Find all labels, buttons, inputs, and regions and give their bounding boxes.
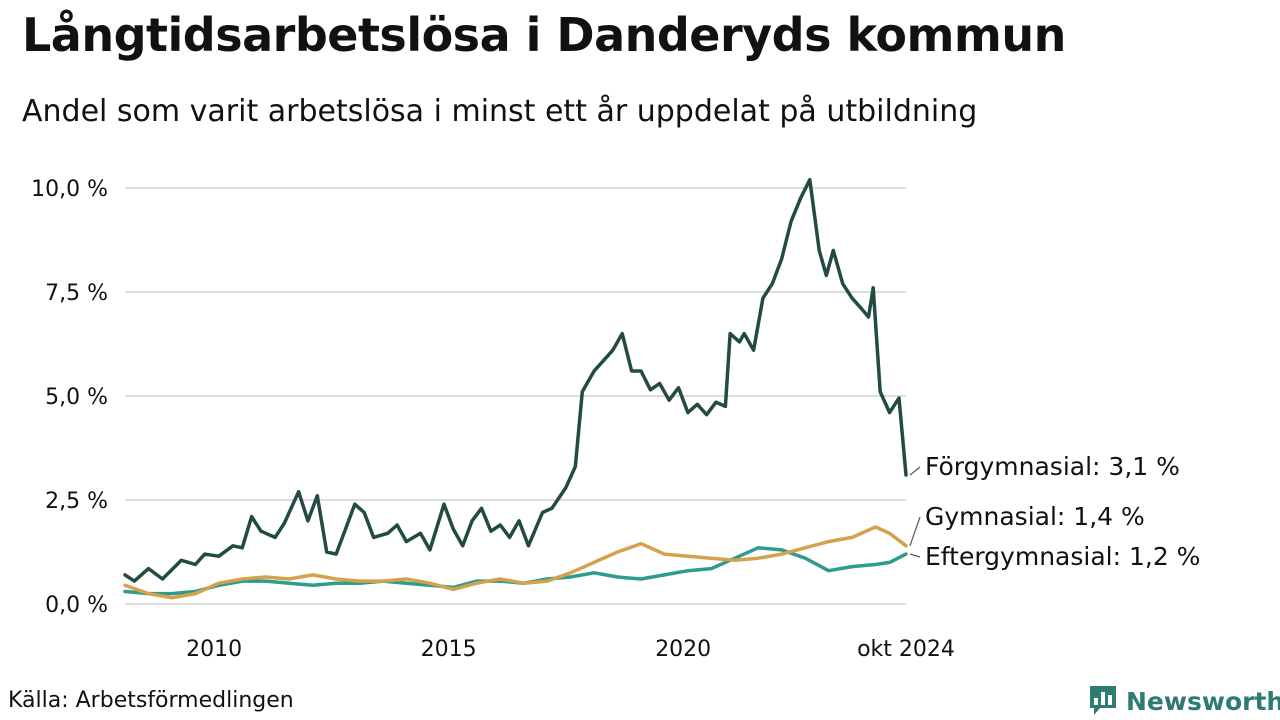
series-label-forgymnasial: Förgymnasial: 3,1 % xyxy=(925,452,1180,481)
series-label-eftergymnasial: Eftergymnasial: 1,2 % xyxy=(925,542,1200,571)
y-tick-label: 10,0 % xyxy=(31,177,108,202)
y-tick-label: 5,0 % xyxy=(45,385,108,410)
label-connector xyxy=(909,553,921,558)
series-label-gymnasial: Gymnasial: 1,4 % xyxy=(925,502,1145,531)
x-tick-label: 2020 xyxy=(655,637,711,662)
label-connector xyxy=(909,466,921,476)
brand-name: Newsworthy xyxy=(1126,686,1280,716)
y-tick-label: 7,5 % xyxy=(45,281,108,306)
x-tick-label: okt 2024 xyxy=(857,637,955,662)
series-line-gymnasial xyxy=(123,525,908,600)
chart-subtitle: Andel som varit arbetslösa i minst ett å… xyxy=(22,94,978,129)
bar-chart-speech-icon xyxy=(1090,686,1116,715)
x-tick-label: 2010 xyxy=(186,637,242,662)
series-line-forgymnasial xyxy=(123,177,908,583)
label-connector xyxy=(909,516,921,546)
chart-title: Långtidsarbetslösa i Danderyds kommun xyxy=(22,8,1066,62)
source-note: Källa: Arbetsförmedlingen xyxy=(8,688,294,713)
x-axis-ticks: 2010 2015 2020 okt 2024 xyxy=(186,637,955,662)
grid-lines xyxy=(125,187,906,605)
y-axis-ticks: 0,0 % 2,5 % 5,0 % 7,5 % 10,0 % xyxy=(31,177,108,618)
x-tick-label: 2015 xyxy=(421,637,477,662)
brand-logo[interactable]: Newsworthy xyxy=(1088,684,1280,718)
y-tick-label: 0,0 % xyxy=(45,593,108,618)
series-line-eftergymnasial xyxy=(123,546,908,596)
series-lines xyxy=(123,177,908,600)
series-labels: Förgymnasial: 3,1 % Gymnasial: 1,4 % Efter… xyxy=(909,452,1200,571)
y-tick-label: 2,5 % xyxy=(45,489,108,514)
